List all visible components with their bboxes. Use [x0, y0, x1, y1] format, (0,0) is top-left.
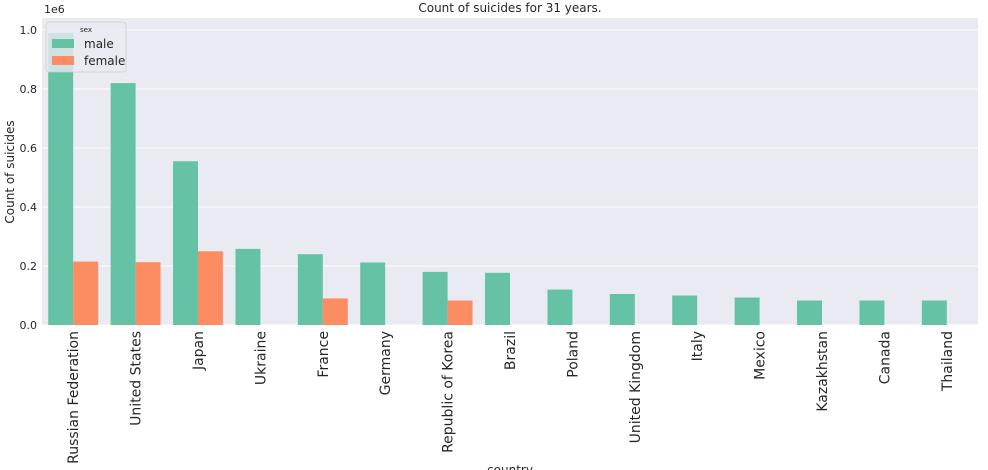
x-tick-label: Ukraine	[253, 331, 269, 385]
y-tick-label: 0.8	[20, 83, 38, 96]
legend-label-female: female	[84, 54, 125, 68]
bar-male	[921, 300, 947, 325]
y-axis-title: Count of suicides	[3, 120, 17, 223]
legend-swatch-male	[52, 39, 74, 48]
x-tick-label: Poland	[565, 331, 581, 378]
bar-male	[297, 254, 323, 325]
bar-male	[422, 271, 448, 325]
x-tick-label: United States	[129, 331, 145, 426]
y-offset-label: 1e6	[44, 3, 65, 16]
x-tick-label: Kazakhstan	[815, 331, 831, 412]
bar-male	[173, 161, 198, 325]
x-tick-label: Japan	[191, 331, 207, 371]
bars-group	[48, 32, 947, 325]
bar-male	[360, 262, 386, 325]
bar-female	[322, 298, 348, 325]
legend-swatch-female	[52, 56, 74, 65]
bar-male	[609, 294, 635, 325]
bar-male	[48, 32, 74, 325]
x-tick-label: France	[316, 331, 332, 378]
bar-female	[198, 251, 223, 325]
bar-female	[447, 300, 473, 325]
x-tick-label: Germany	[378, 331, 394, 395]
bar-female	[73, 261, 99, 325]
y-tick-labels: 0.0 0.2 0.4 0.6 0.8 1.0	[20, 24, 38, 332]
bar-male	[797, 300, 822, 325]
bar-male	[859, 300, 885, 325]
x-tick-label: Italy	[690, 331, 706, 361]
bar-male	[672, 295, 698, 325]
chart-title: Count of suicides for 31 years.	[418, 1, 601, 15]
legend-title: sex	[80, 26, 92, 34]
x-tick-label: Russian Federation	[66, 331, 82, 464]
bar-male	[235, 248, 261, 325]
x-tick-label: Canada	[877, 331, 893, 384]
x-axis-title: country	[487, 463, 533, 470]
bar-female	[135, 262, 161, 325]
x-tick-label: United Kingdom	[628, 331, 644, 443]
bar-male	[734, 297, 760, 325]
x-tick-label: Thailand	[940, 331, 956, 392]
bar-male	[547, 289, 573, 325]
y-tick-label: 0.4	[20, 201, 38, 214]
y-tick-label: 1.0	[20, 24, 38, 37]
bar-male	[110, 83, 136, 325]
x-tick-label: Republic of Korea	[441, 331, 457, 453]
y-tick-label: 0.2	[20, 260, 38, 273]
legend: sex male female	[45, 21, 127, 73]
bar-male	[485, 272, 510, 325]
x-tick-label: Brazil	[503, 331, 519, 370]
x-tick-labels: Russian Federation United States Japan Ukra…	[66, 331, 956, 464]
legend-label-male: male	[84, 37, 114, 51]
y-tick-label: 0.6	[20, 142, 38, 155]
y-tick-label: 0.0	[20, 319, 38, 332]
x-tick-label: Mexico	[753, 331, 769, 380]
